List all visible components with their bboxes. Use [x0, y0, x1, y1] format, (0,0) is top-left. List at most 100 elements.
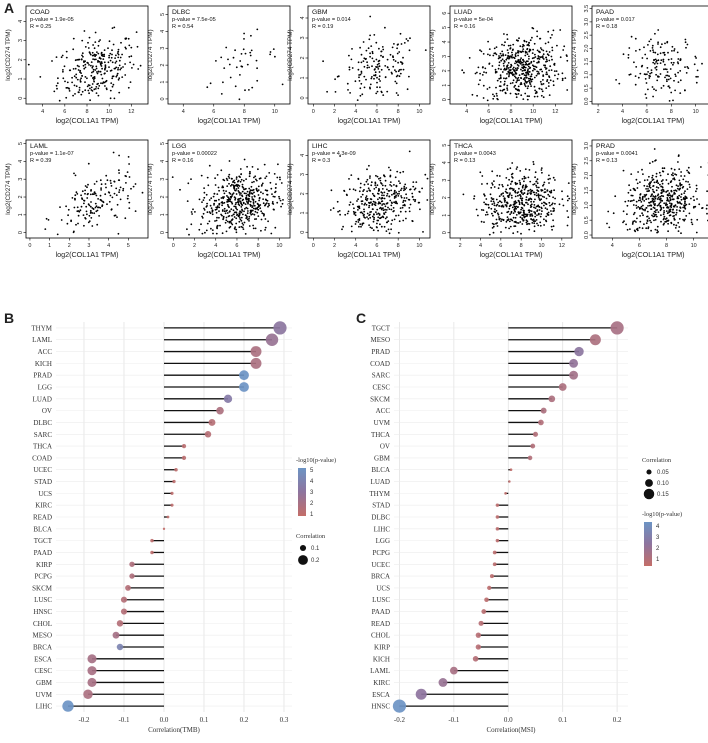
scatter-point — [688, 167, 690, 169]
x-tick-label: 6 — [645, 109, 648, 115]
y-tick-label: 1.0 — [584, 202, 590, 210]
scatter-point — [246, 166, 248, 168]
scatter-point — [525, 177, 527, 179]
scatter-point — [682, 179, 684, 181]
scatter-point — [516, 80, 518, 82]
scatter-point — [384, 209, 386, 211]
scatter-point — [272, 203, 274, 205]
scatter-point — [510, 219, 512, 221]
scatter-point — [678, 81, 680, 83]
scatter-point — [469, 57, 471, 59]
scatter-point — [652, 47, 654, 49]
scatter-point — [356, 200, 358, 202]
y-tick-label: 2.0 — [584, 172, 590, 180]
scatter-point — [531, 61, 533, 63]
scatter-point — [92, 193, 94, 195]
scatter-point — [519, 61, 521, 63]
scatter-point — [514, 85, 516, 87]
lollipop-dot — [216, 407, 224, 415]
scatter-point — [667, 71, 669, 73]
y-tick-label: 2 — [18, 58, 24, 61]
scatter-point — [108, 66, 110, 68]
scatter-point — [377, 176, 379, 178]
scatter-point — [381, 201, 383, 203]
scatter-point — [110, 182, 112, 184]
scatter-point — [506, 65, 508, 67]
scatter-point — [673, 192, 675, 194]
scatter-point — [545, 191, 547, 193]
scatter-point — [100, 82, 102, 84]
scatter-point — [637, 228, 639, 230]
scatter-point — [243, 228, 245, 230]
scatter-point — [225, 212, 227, 214]
scatter-point — [490, 208, 492, 210]
scatter-point — [696, 198, 698, 200]
scatter-point — [75, 175, 77, 177]
lollipop-dot — [490, 574, 494, 578]
scatter-point — [392, 47, 394, 49]
scatter-point — [675, 75, 677, 77]
x-tick-label: 1 — [48, 243, 51, 249]
lollipop-dot — [117, 620, 123, 626]
scatter-point — [206, 194, 208, 196]
scatter-point — [228, 199, 230, 201]
scatter-point — [236, 188, 238, 190]
scatter-point — [227, 204, 229, 206]
y-tick-label: 0 — [18, 97, 24, 100]
x-tick-label: 0.2 — [613, 716, 622, 724]
scatter-point — [523, 70, 525, 72]
scatter-point — [228, 206, 230, 208]
scatter-point — [355, 214, 357, 216]
scatter-point — [393, 184, 395, 186]
scatter-point — [614, 195, 616, 197]
scatter-point — [530, 206, 532, 208]
subplot-pvalue: p-value = 0.0043 — [454, 151, 496, 157]
category-label: OV — [42, 407, 52, 415]
scatter-point — [359, 47, 361, 49]
scatter-point — [245, 214, 247, 216]
subplot-pvalue: p-value = 0.017 — [596, 17, 635, 23]
category-label: ACC — [376, 407, 391, 415]
scatter-point — [245, 178, 247, 180]
scatter-point — [663, 85, 665, 87]
scatter-point — [111, 54, 113, 56]
scatter-point — [553, 30, 555, 32]
scatter-point — [100, 187, 102, 189]
scatter-point — [56, 85, 58, 87]
scatter-point — [425, 49, 427, 51]
scatter-point — [110, 90, 112, 92]
scatter-point — [87, 184, 89, 186]
scatter-point — [634, 231, 636, 233]
scatter-point — [109, 201, 111, 203]
scatter-point — [685, 181, 687, 183]
scatter-point — [483, 193, 485, 195]
scatter-point — [401, 188, 403, 190]
scatter-point — [489, 54, 491, 56]
scatter-point — [233, 209, 235, 211]
scatter-point — [73, 38, 75, 40]
scatter-point — [250, 212, 252, 214]
scatter-point — [541, 172, 543, 174]
scatter-point — [203, 197, 205, 199]
scatter-point — [566, 89, 568, 91]
color-legend-tick: 2 — [656, 546, 660, 552]
scatter-point — [228, 176, 230, 178]
scatter-point — [679, 218, 681, 220]
scatter-point — [521, 192, 523, 194]
scatter-point — [348, 211, 350, 213]
x-tick-label: 4 — [465, 109, 468, 115]
scatter-point — [534, 220, 536, 222]
scatter-point — [632, 195, 634, 197]
scatter-point — [693, 196, 695, 198]
scatter-point — [642, 205, 644, 207]
scatter-point — [235, 217, 237, 219]
scatter-point — [560, 56, 562, 58]
scatter-point — [529, 63, 531, 65]
scatter-point — [681, 199, 683, 201]
scatter-point — [400, 69, 402, 71]
scatter-point — [542, 189, 544, 191]
scatter-point — [245, 203, 247, 205]
scatter-point — [517, 195, 519, 197]
scatter-point — [102, 58, 104, 60]
